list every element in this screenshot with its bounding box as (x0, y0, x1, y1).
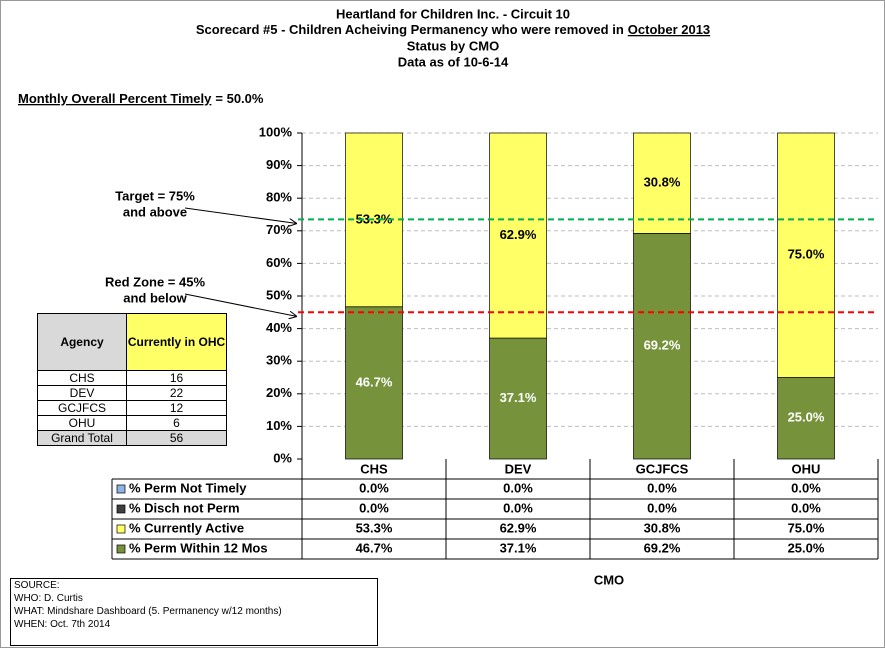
bar-segment (345, 306, 403, 460)
table-header: Currently in OHC (126, 313, 227, 371)
source-line: SOURCE: (14, 580, 60, 591)
data-label: 53.3% (356, 211, 393, 226)
cell: 16 (126, 370, 227, 386)
reference-label: and above (123, 204, 187, 219)
table-value: 53.3% (356, 520, 393, 535)
x-tick-label: OHU (792, 461, 821, 476)
agency-table: Agency Currently in OHC CHS 16 DEV 22 GCJFC… (37, 313, 227, 446)
data-label: 75.0% (788, 247, 825, 262)
cell: 22 (126, 385, 227, 401)
data-label: 37.1% (500, 390, 537, 405)
cell: OHU (37, 415, 127, 431)
cell: Grand Total (37, 430, 127, 446)
bar-segment (777, 132, 835, 378)
data-label: 62.9% (500, 227, 537, 242)
legend-label: % Perm Within 12 Mos (129, 540, 268, 555)
source-box: SOURCE: WHO: D. Curtis WHAT: Mindshare D… (10, 578, 378, 646)
table-value: 0.0% (359, 480, 389, 495)
y-tick-label: 70% (266, 222, 292, 237)
overall-value: = 50.0% (215, 91, 264, 106)
table-value: 37.1% (500, 540, 537, 555)
subtitle: Scorecard #5 - Children Acheiving Perman… (196, 22, 710, 37)
cell: DEV (37, 385, 127, 401)
cell: 56 (126, 430, 227, 446)
subtitle-date: October 2013 (628, 22, 710, 37)
cell: GCJFCS (37, 400, 127, 416)
table-value: 0.0% (503, 500, 533, 515)
table-value: 69.2% (644, 540, 681, 555)
title: Heartland for Children Inc. - Circuit 10 (336, 6, 570, 21)
table-value: 0.0% (503, 480, 533, 495)
table-value: 0.0% (647, 480, 677, 495)
y-tick-label: 20% (266, 385, 292, 400)
data-label: 46.7% (356, 374, 393, 389)
table-value: 62.9% (500, 520, 537, 535)
table-value: 0.0% (791, 480, 821, 495)
y-tick-label: 10% (266, 418, 292, 433)
data-label: 30.8% (644, 175, 681, 190)
x-tick-label: DEV (505, 461, 532, 476)
subtitle-text: Scorecard #5 - Children Acheiving Perman… (196, 22, 624, 37)
x-axis-title: CMO (594, 572, 624, 587)
y-tick-label: 100% (259, 124, 293, 139)
source-line: WHO: D. Curtis (14, 593, 83, 604)
source-line: WHAT: Mindshare Dashboard (5. Permanency… (14, 606, 282, 617)
arrow (184, 207, 296, 223)
data-label: 69.2% (644, 338, 681, 353)
legend-swatch (116, 544, 126, 554)
reference-label: Target = 75% (115, 188, 195, 203)
y-tick-label: 40% (266, 320, 292, 335)
legend-swatch (116, 524, 126, 534)
data-label: 25.0% (788, 410, 825, 425)
table-value: 75.0% (788, 520, 825, 535)
y-tick-label: 0% (273, 450, 292, 465)
x-tick-label: GCJFCS (636, 461, 689, 476)
y-tick-label: 50% (266, 287, 292, 302)
table-value: 0.0% (359, 500, 389, 515)
table-header: Agency (37, 313, 127, 371)
bar-segment (777, 377, 835, 460)
legend-label: % Currently Active (129, 520, 244, 535)
bar-segment (489, 132, 547, 339)
x-tick-label: CHS (360, 461, 388, 476)
cell: 12 (126, 400, 227, 416)
y-tick-label: 90% (266, 157, 292, 172)
table-value: 30.8% (644, 520, 681, 535)
reference-label: and below (123, 290, 187, 305)
legend-swatch (116, 484, 126, 494)
y-tick-label: 60% (266, 255, 292, 270)
table-value: 0.0% (647, 500, 677, 515)
cell: 6 (126, 415, 227, 431)
bar-segment (633, 132, 691, 234)
cell: CHS (37, 370, 127, 386)
arrow (184, 293, 296, 316)
y-tick-label: 80% (266, 190, 292, 205)
legend-label: % Perm Not Timely (129, 480, 247, 495)
table-value: 46.7% (356, 540, 393, 555)
legend-swatch (116, 504, 126, 514)
title: Status by CMO (407, 38, 499, 53)
table-value: 25.0% (788, 540, 825, 555)
y-tick-label: 30% (266, 353, 292, 368)
reference-label: Red Zone = 45% (105, 274, 205, 289)
legend-label: % Disch not Perm (129, 500, 240, 515)
overall: Monthly Overall Percent Timely = 50.0% (18, 91, 264, 106)
source-line: WHEN: Oct. 7th 2014 (14, 619, 111, 630)
table-value: 0.0% (791, 500, 821, 515)
overall-label: Monthly Overall Percent Timely (18, 91, 212, 106)
bar-segment (489, 337, 547, 460)
title: Data as of 10-6-14 (398, 54, 509, 69)
